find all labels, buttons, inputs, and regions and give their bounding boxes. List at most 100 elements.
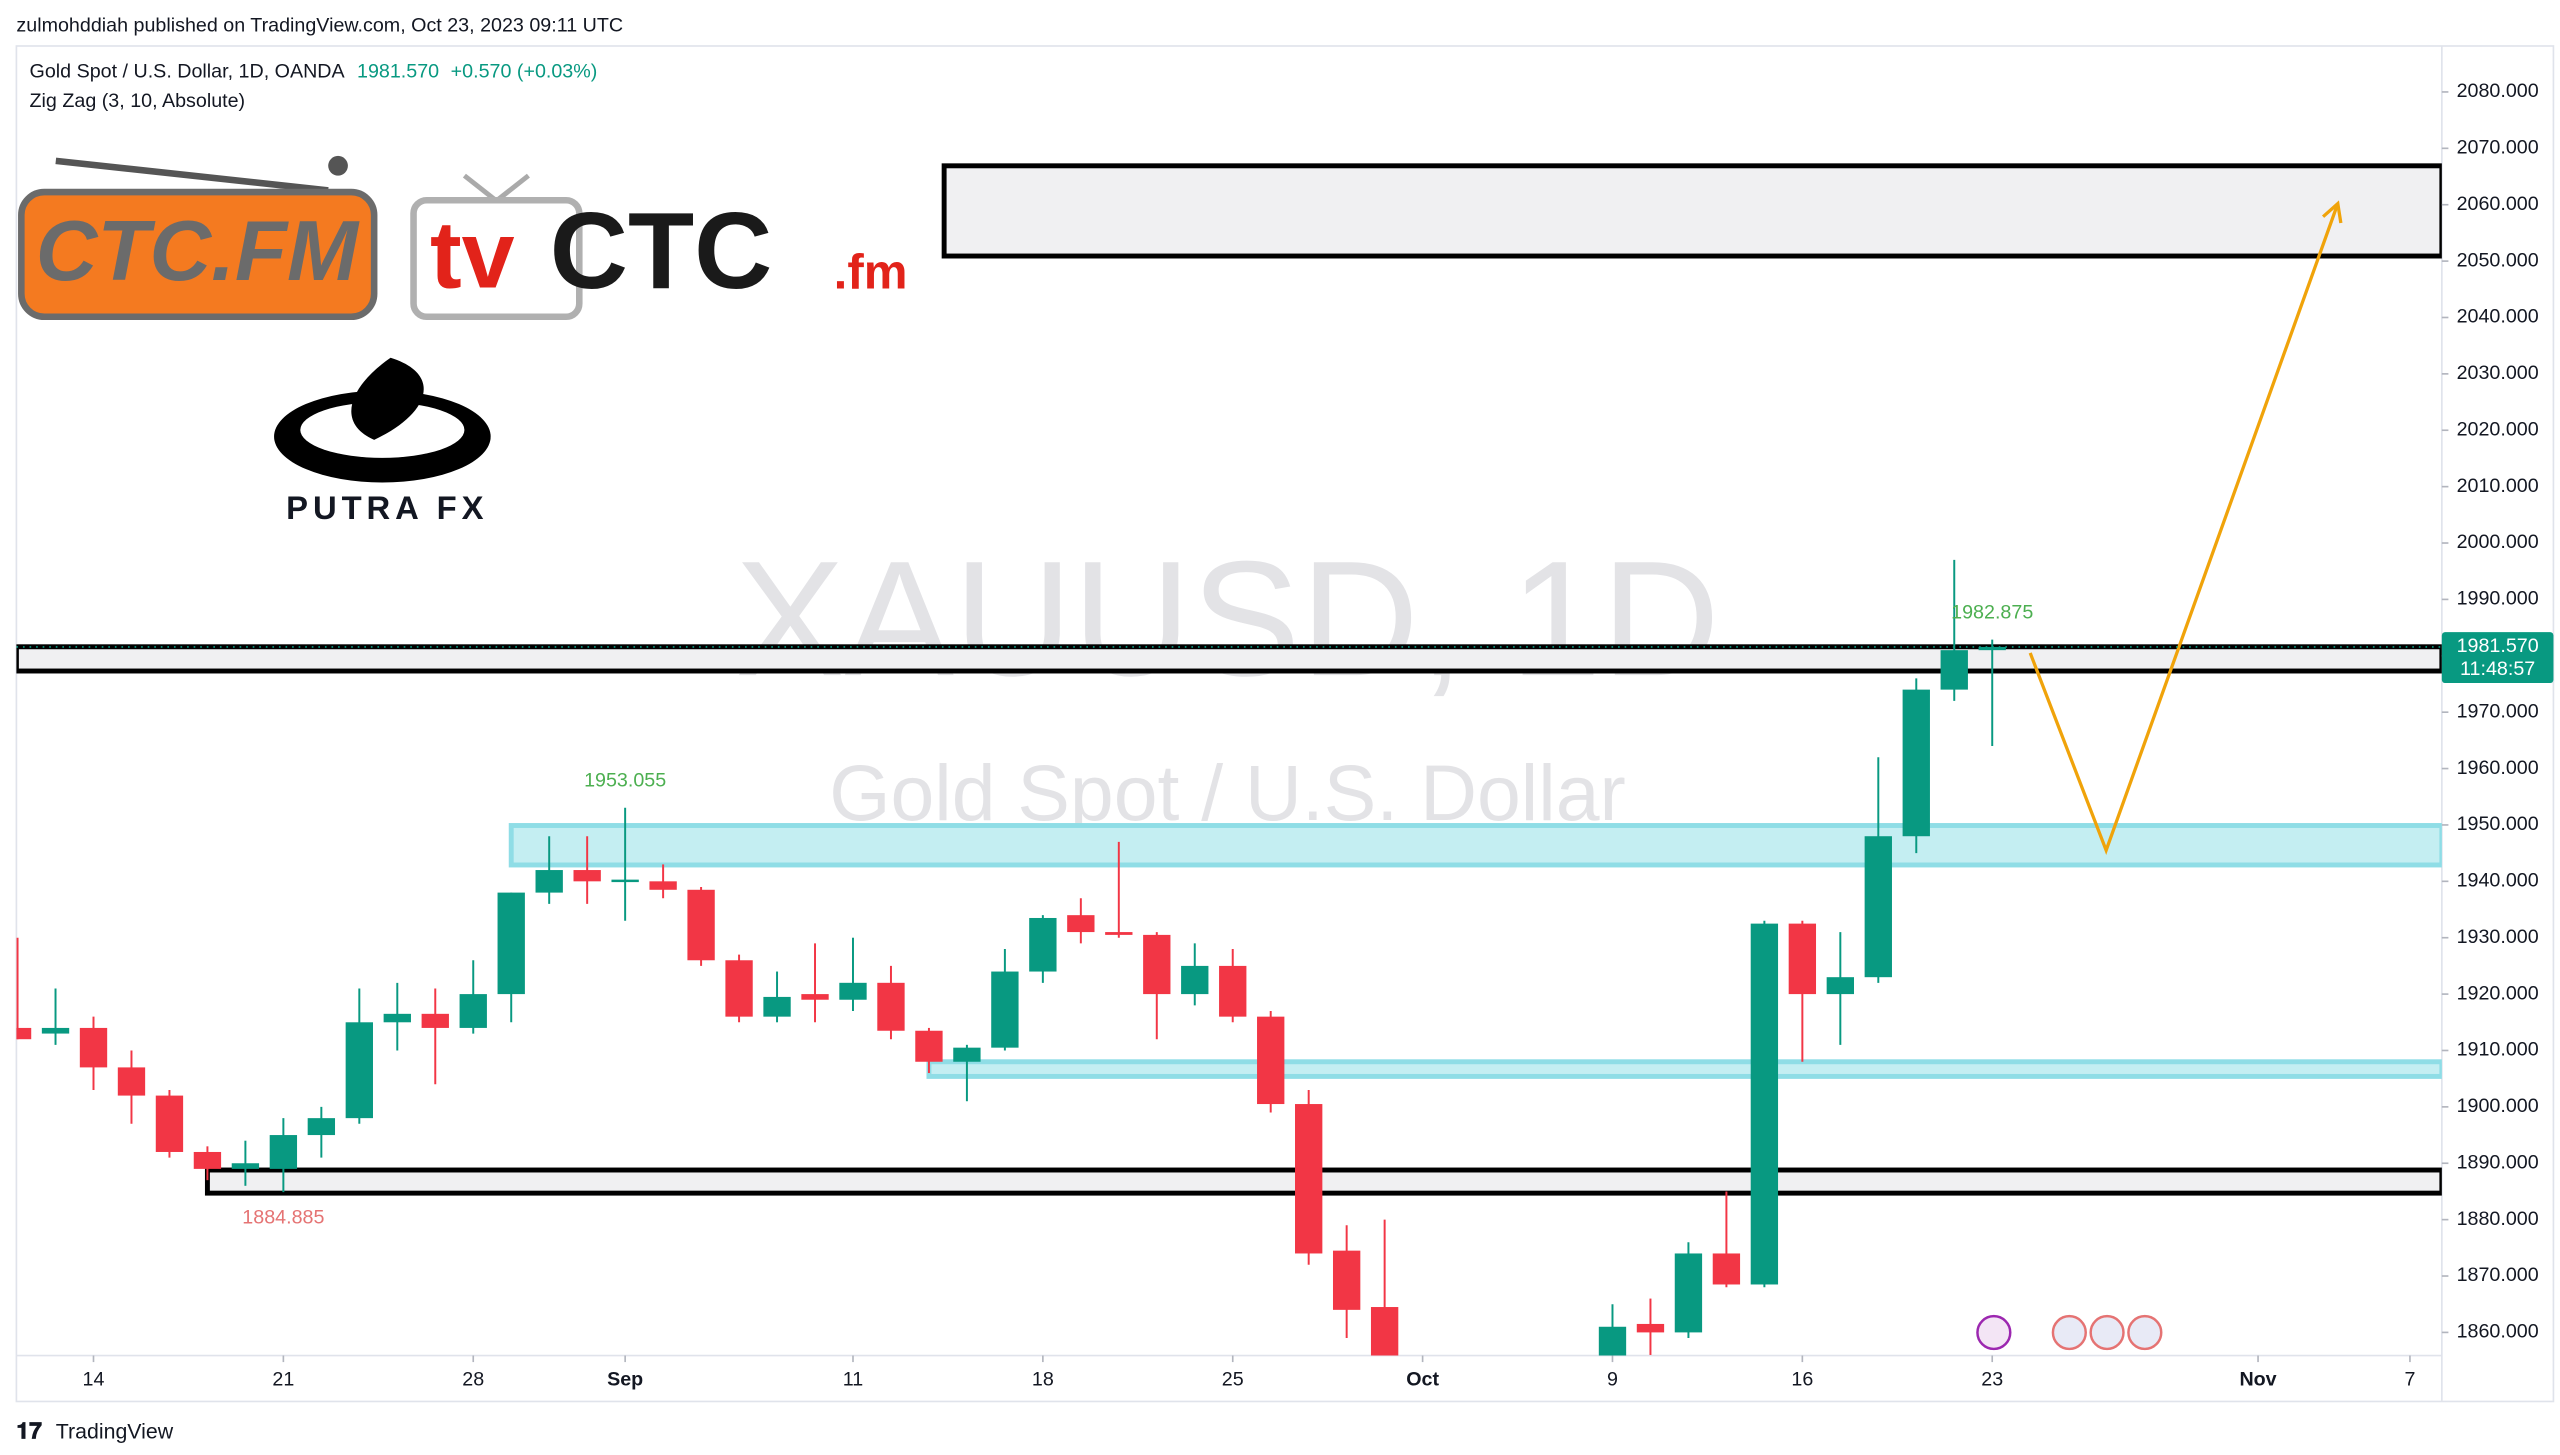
candle-body (1257, 1016, 1285, 1105)
y-tick-label: 2010.000 (2457, 475, 2539, 497)
annotation: 1884.885 (242, 1207, 324, 1229)
candle-body (725, 960, 753, 1017)
tv-text: tv (430, 203, 515, 309)
logo-antenna-tip (328, 155, 348, 176)
candle-body (345, 1022, 373, 1119)
logo-flame (351, 357, 424, 440)
event-icon[interactable] (2089, 1314, 2125, 1351)
candle-body (1636, 1323, 1665, 1333)
y-tick-label: 2070.000 (2457, 137, 2539, 159)
tv-antenna (495, 173, 530, 203)
candle-body (1370, 1307, 1399, 1356)
candle-body (687, 889, 715, 961)
tvctc-logo: tv CTC .fm (393, 151, 944, 325)
x-tick-label: Sep (607, 1368, 643, 1390)
indicator-label: Zig Zag (3, 10, Absolute) (30, 90, 246, 112)
x-tick-label: 16 (1791, 1368, 1813, 1390)
candle-body (839, 982, 867, 1000)
watermark-name: Gold Spot / U.S. Dollar (829, 749, 1626, 837)
y-tick-label: 1860.000 (2457, 1321, 2539, 1343)
footer-text: TradingView (56, 1419, 174, 1443)
candle-body (649, 881, 677, 890)
y-tick-label: 1940.000 (2457, 870, 2539, 892)
candle-body (1674, 1253, 1703, 1333)
y-tick-label: 1960.000 (2457, 757, 2539, 779)
event-icons (1976, 1314, 2163, 1351)
zone (508, 823, 2442, 868)
y-tick-label: 1970.000 (2457, 700, 2539, 722)
candle-body (269, 1135, 298, 1169)
candle-body (1219, 965, 1247, 1017)
y-tick-label: 2080.000 (2457, 80, 2539, 102)
y-tick-label: 1890.000 (2457, 1151, 2539, 1173)
y-tick-label: 2000.000 (2457, 531, 2539, 553)
candle-body (1295, 1104, 1323, 1254)
x-tick-label: 25 (1222, 1368, 1244, 1390)
putra-logo: PUTRA FX (164, 324, 599, 555)
candle-body (573, 870, 601, 882)
y-tick-label: 1990.000 (2457, 588, 2539, 610)
event-icon[interactable] (1976, 1314, 2012, 1351)
candle-body (421, 1013, 449, 1028)
legend-change: +0.570 (+0.03%) (451, 60, 598, 82)
candle-body (535, 870, 563, 893)
candle-body (953, 1047, 981, 1062)
candle-body (1750, 923, 1779, 1285)
x-tick-label: 14 (83, 1368, 105, 1390)
event-icon[interactable] (2051, 1314, 2087, 1351)
y-tick-label: 2030.000 (2457, 362, 2539, 384)
candle-body (1826, 977, 1854, 995)
candle-body (1029, 917, 1057, 972)
watermark-symbol: XAUUSD, 1D (735, 526, 1720, 710)
legend-title: Gold Spot / U.S. Dollar, 1D, OANDA (30, 60, 346, 82)
candle-body (155, 1095, 184, 1152)
legend-price: 1981.570 (357, 60, 439, 82)
y-tick-label: 1910.000 (2457, 1039, 2539, 1061)
candle-body (1067, 915, 1095, 933)
x-tick-label: 7 (2404, 1368, 2415, 1390)
ctc-text: CTC (550, 190, 773, 311)
y-tick-label: 2060.000 (2457, 193, 2539, 215)
logo-box (18, 188, 378, 321)
ctc-logo: CTC.FM (18, 155, 378, 321)
logo-text: PUTRA FX (286, 489, 488, 526)
y-tick-label: 1930.000 (2457, 926, 2539, 948)
x-tick-label: Oct (1406, 1368, 1439, 1390)
candle-body (1332, 1250, 1361, 1310)
annotation: 1982.875 (1951, 602, 2033, 624)
published-text: zulmohddiah published on TradingView.com… (16, 14, 623, 36)
candle-body (1143, 934, 1171, 995)
candle-body (1940, 650, 1968, 690)
candle-body (307, 1118, 336, 1136)
x-tick-label: 28 (462, 1368, 484, 1390)
candle-body (1788, 923, 1817, 995)
price-tag-label: 1981.570 (2457, 635, 2539, 657)
projection-line (2028, 203, 2340, 856)
zone (926, 1059, 2442, 1079)
tv-frame (410, 196, 583, 321)
candle-body (1864, 836, 1892, 978)
candle-body (877, 982, 905, 1031)
candle-body (611, 879, 639, 883)
zone (941, 163, 2442, 259)
zone (204, 1167, 2442, 1196)
y-tick-label: 2040.000 (2457, 306, 2539, 328)
y-tick-label: 1880.000 (2457, 1208, 2539, 1230)
y-tick-label: 1920.000 (2457, 982, 2539, 1004)
event-icon[interactable] (2127, 1314, 2163, 1351)
tv-antenna (462, 173, 498, 203)
candle-body (193, 1151, 222, 1169)
candle-body (1181, 965, 1209, 995)
x-tick-label: 18 (1032, 1368, 1054, 1390)
price-tag-countdown: 11:48:57 (2460, 658, 2535, 680)
y-tick-label: 2020.000 (2457, 418, 2539, 440)
price-tag (2441, 632, 2554, 684)
y-tick-label: 2050.000 (2457, 249, 2539, 271)
candle-body (1598, 1326, 1627, 1356)
logo-text: CTC.FM (36, 204, 360, 299)
candle-body (497, 892, 525, 995)
logo-antenna (55, 157, 329, 194)
y-tick-label: 1900.000 (2457, 1095, 2539, 1117)
candle-body (1105, 932, 1133, 935)
